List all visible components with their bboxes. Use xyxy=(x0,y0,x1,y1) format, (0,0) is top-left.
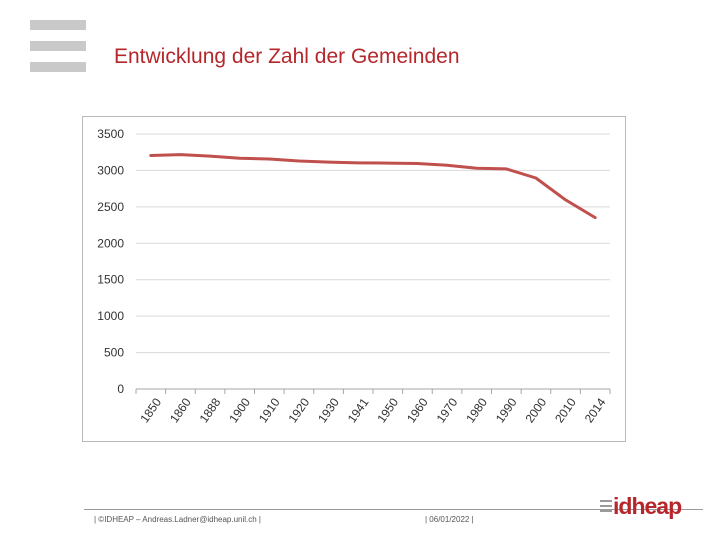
y-tick-label: 2500 xyxy=(97,200,124,214)
data-point xyxy=(327,160,330,164)
x-tick-label: 1970 xyxy=(434,395,461,425)
logo-stripes-icon xyxy=(600,500,612,515)
x-tick-label: 1860 xyxy=(167,395,194,425)
y-tick-label: 2000 xyxy=(97,236,124,250)
data-point xyxy=(416,162,419,165)
footer-copyright: | ©IDHEAP – Andreas.Ladner@idheap.unil.c… xyxy=(94,515,262,524)
data-point xyxy=(534,176,538,180)
x-tick-label: 1888 xyxy=(197,395,224,425)
x-tick-label: 1941 xyxy=(345,395,372,425)
data-point xyxy=(208,154,212,158)
menu-bars-icon xyxy=(30,20,86,83)
data-point xyxy=(564,198,567,202)
x-tick-label: 1910 xyxy=(256,395,283,425)
data-point xyxy=(386,161,390,165)
data-point xyxy=(179,153,182,156)
x-tick-label: 2014 xyxy=(582,395,609,425)
y-tick-label: 1500 xyxy=(97,273,124,287)
x-tick-label: 1930 xyxy=(315,395,342,425)
x-tick-label: 1950 xyxy=(374,395,401,425)
idheap-logo: idheap xyxy=(600,493,690,523)
line-chart: 0 500 1000 1500 2000 2500 3000 3500 1850 1860 1888… xyxy=(97,127,611,425)
data-point xyxy=(445,163,449,167)
x-tick-label: 1960 xyxy=(404,395,431,425)
x-tick-label: 1920 xyxy=(285,395,312,425)
y-tick-label: 0 xyxy=(117,382,124,396)
data-point xyxy=(297,159,301,163)
data-point xyxy=(149,154,153,157)
series-line xyxy=(149,153,597,220)
x-tick-label: 2010 xyxy=(552,395,579,425)
slide-title: Entwicklung der Zahl der Gemeinden xyxy=(114,45,460,68)
chart-frame: 0 500 1000 1500 2000 2500 3000 3500 1850 1860 1888… xyxy=(82,116,626,442)
data-point xyxy=(593,216,597,219)
y-tick-label: 500 xyxy=(104,346,124,360)
data-point xyxy=(238,157,241,160)
y-tick-label: 1000 xyxy=(97,309,124,323)
y-tick-label: 3500 xyxy=(97,127,124,141)
x-tick-label: 1980 xyxy=(463,395,490,425)
x-tick-label: 1900 xyxy=(226,395,253,425)
x-tick-label: 1990 xyxy=(493,395,520,425)
data-point xyxy=(475,167,478,170)
x-tick-label: 1850 xyxy=(137,395,164,425)
x-tick-label: 2000 xyxy=(522,395,549,425)
logo-text: idheap xyxy=(613,493,682,519)
data-point xyxy=(356,161,360,165)
data-point xyxy=(268,157,271,161)
footer-date: | 06/01/2022 | xyxy=(425,515,474,524)
y-tick-label: 3000 xyxy=(97,163,124,177)
data-point xyxy=(505,167,508,171)
footer-divider xyxy=(84,509,703,510)
